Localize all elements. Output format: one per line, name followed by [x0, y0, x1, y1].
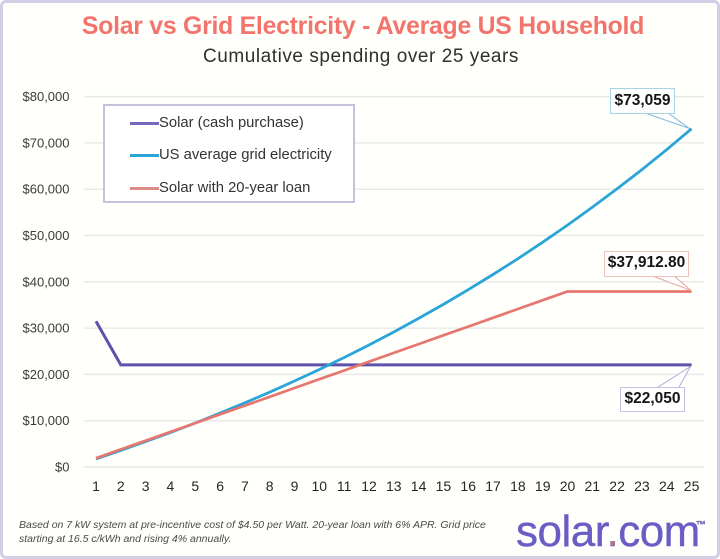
svg-text:15: 15 [436, 478, 452, 494]
svg-text:4: 4 [167, 478, 175, 494]
svg-text:$40,000: $40,000 [23, 274, 70, 289]
svg-text:22: 22 [609, 478, 625, 494]
svg-text:10: 10 [312, 478, 328, 494]
svg-text:$70,000: $70,000 [23, 135, 70, 150]
svg-text:$20,000: $20,000 [23, 367, 70, 382]
svg-text:25: 25 [684, 478, 700, 494]
svg-text:6: 6 [216, 478, 224, 494]
svg-text:17: 17 [485, 478, 501, 494]
svg-text:19: 19 [535, 478, 551, 494]
svg-text:7: 7 [241, 478, 249, 494]
svg-text:11: 11 [337, 478, 352, 494]
svg-text:3: 3 [142, 478, 150, 494]
svg-text:13: 13 [386, 478, 402, 494]
svg-text:$30,000: $30,000 [23, 321, 70, 336]
svg-text:8: 8 [266, 478, 274, 494]
svg-text:16: 16 [460, 478, 476, 494]
svg-text:$60,000: $60,000 [23, 182, 70, 197]
svg-text:$0: $0 [55, 460, 69, 475]
svg-text:2: 2 [117, 478, 125, 494]
svg-text:18: 18 [510, 478, 526, 494]
svg-text:14: 14 [411, 478, 427, 494]
svg-text:12: 12 [361, 478, 377, 494]
svg-text:5: 5 [191, 478, 199, 494]
svg-text:20: 20 [560, 478, 576, 494]
svg-text:$50,000: $50,000 [23, 228, 70, 243]
svg-text:1: 1 [92, 478, 100, 494]
svg-text:21: 21 [585, 478, 601, 494]
svg-text:9: 9 [291, 478, 299, 494]
svg-text:$10,000: $10,000 [23, 413, 70, 428]
svg-text:$80,000: $80,000 [23, 89, 70, 104]
svg-text:24: 24 [659, 478, 675, 494]
svg-text:23: 23 [634, 478, 650, 494]
